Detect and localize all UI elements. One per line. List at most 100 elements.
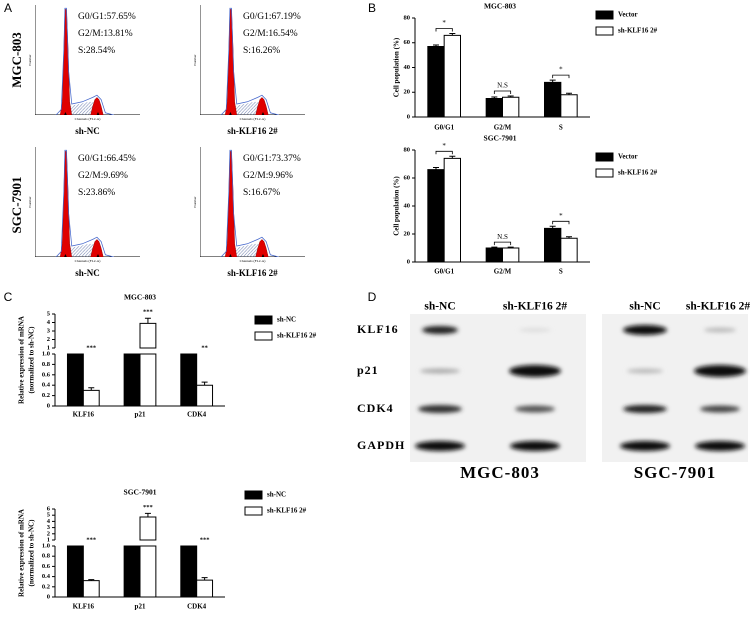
bar [427, 169, 445, 263]
band [415, 441, 465, 451]
significance-label: N.S [497, 233, 508, 241]
significance-label: *** [86, 536, 96, 543]
error-bar [433, 167, 439, 170]
lane-label: sh-KLF16 2# [686, 301, 750, 313]
row-label: SGC-7901 [9, 176, 24, 233]
y-axis-label: (normalized to sh-NC) [28, 326, 36, 394]
chart-title: MGC-803 [124, 293, 156, 302]
band [515, 405, 555, 413]
y-tick-label: 2 [47, 530, 50, 537]
flow-stat: G0/G1:73.37% [243, 154, 301, 164]
band [422, 326, 458, 334]
significance-label: * [559, 66, 563, 74]
significance-label: * [442, 19, 446, 27]
x-tick-label: S [559, 124, 563, 132]
significance-bracket [493, 90, 512, 94]
y-axis-label: (normalized to sh-NC) [28, 519, 36, 587]
x-tick-label: G0/G1 [434, 268, 454, 276]
y-tick-label: 40 [404, 64, 411, 71]
legend-swatch [254, 331, 273, 341]
band [510, 441, 560, 451]
protein-label: p21 [357, 363, 379, 377]
y-tick-label: 0.8 [42, 361, 51, 368]
flow-ylabel: Number [28, 195, 32, 207]
protein-label: CDK4 [357, 401, 394, 415]
band [418, 405, 462, 413]
y-tick-label: 20 [404, 230, 411, 237]
bar [66, 545, 84, 598]
y-tick-label: 0.4 [42, 382, 51, 389]
cell-line-label: SGC-7901 [634, 463, 717, 482]
flow-stat: G0/G1:66.45% [78, 154, 136, 164]
flow-caption: sh-NC [75, 268, 100, 278]
y-tick-label: 0 [407, 113, 410, 120]
y-tick-label: 3 [47, 327, 51, 334]
bar [123, 353, 141, 407]
error-bar [88, 579, 95, 581]
bar [502, 247, 520, 263]
significance-label: N.S [497, 82, 508, 90]
error-bar [433, 44, 439, 47]
panel-label: B [368, 1, 376, 15]
bar [485, 97, 503, 118]
bar [139, 322, 157, 407]
y-tick-label: 3 [47, 524, 51, 531]
y-tick-label: 4 [47, 518, 51, 525]
y-tick-label: 20 [404, 89, 411, 96]
error-bar [507, 95, 514, 98]
error-bar [144, 512, 151, 518]
x-tick-label: S [559, 268, 563, 276]
significance-label: *** [143, 504, 153, 511]
band [704, 327, 736, 333]
flow-ylabel: Number [193, 195, 197, 207]
error-bar [566, 236, 572, 239]
flow-stat: S:28.54% [78, 46, 115, 56]
bar [427, 45, 445, 118]
significance-label: * [442, 142, 446, 150]
band [623, 405, 667, 413]
bar [82, 389, 100, 407]
legend-label: sh-KLF16 2# [618, 169, 658, 177]
bar [66, 353, 84, 407]
significance-label: *** [143, 309, 153, 316]
western-blot [410, 314, 748, 462]
band [623, 325, 667, 335]
significance-label: * [559, 212, 563, 220]
bar [443, 34, 461, 118]
flow-xlabel: Channels (FL2-A) [75, 259, 102, 263]
error-bar [201, 381, 208, 386]
significance-bracket [435, 150, 453, 155]
flow-ylabel: Number [28, 53, 32, 65]
error-bar [88, 387, 95, 391]
significance-label: *** [200, 536, 210, 543]
y-tick-label: 0 [47, 593, 50, 600]
y-tick-label: 0.2 [42, 392, 50, 399]
x-tick-label: CDK4 [187, 603, 207, 611]
significance-label: *** [86, 344, 96, 351]
y-tick-label: 60 [404, 174, 411, 181]
significance-bracket [552, 74, 570, 79]
band [695, 441, 745, 451]
flow-stat: G2/M:9.96% [243, 171, 293, 181]
y-tick-label: 0.4 [42, 573, 51, 580]
flow-xlabel: Channels (FL2-A) [240, 259, 267, 263]
significance-bracket [435, 28, 453, 32]
legend-swatch [595, 152, 614, 162]
significance-bracket [493, 241, 512, 246]
band [420, 368, 460, 374]
y-tick-label: 1 [47, 536, 50, 543]
y-tick-label: 0.6 [42, 371, 51, 378]
chart-title: SGC-7901 [124, 488, 157, 497]
y-tick-label: 5 [47, 310, 51, 317]
bar [502, 96, 520, 118]
error-bar [549, 79, 556, 83]
protein-label: GAPDH [357, 438, 405, 452]
y-tick-label: 1.0 [42, 542, 50, 549]
bar [123, 545, 141, 598]
y-tick-label: 40 [404, 202, 411, 209]
lane-label: sh-NC [424, 301, 455, 313]
x-tick-label: G2/M [494, 268, 512, 276]
flow-stat: S:16.26% [243, 46, 280, 56]
row-label: MGC-803 [9, 32, 24, 88]
